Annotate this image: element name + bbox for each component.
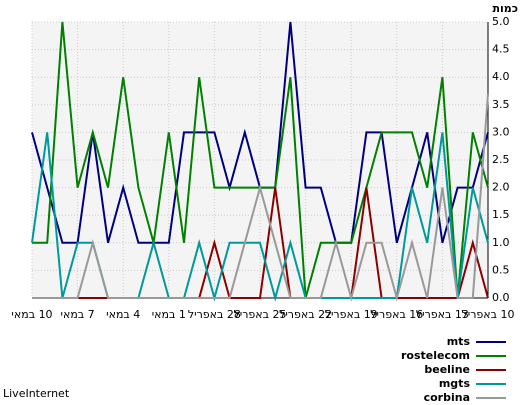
y-tick-label: 0.0 [492,291,510,304]
y-tick-label: 1.0 [492,236,510,249]
x-tick-label: 10 באפריל [462,308,515,321]
x-tick-label: 28 באפריל [188,308,241,321]
y-tick-label: 4.0 [492,70,510,83]
x-tick-label: 7 במאי [61,308,95,321]
x-tick-label: 25 באפריל [234,308,287,321]
y-tick-label: 2.0 [492,181,510,194]
legend-label: corbina [424,391,470,404]
y-tick-label: 4.5 [492,43,510,56]
y-tick-label: 1.5 [492,208,510,221]
legend-label: mgts [439,377,471,390]
legend-label: rostelecom [401,349,470,362]
y-tick-label: 3.0 [492,125,510,138]
series-line [32,93,489,302]
y-axis-label: כמות [493,2,518,15]
x-tick-label: 13 באפריל [416,308,469,321]
legend-label: beeline [424,363,470,376]
x-tick-label: 10 במאי [11,308,52,321]
x-tick-label: 16 באפריל [370,308,423,321]
x-tick-label: 1 במאי [152,308,186,321]
legend-label: mts [447,335,471,348]
footer: LiveInternet [3,387,70,400]
x-tick-label: 19 באפריל [325,308,378,321]
y-tick-label: 2.5 [492,153,510,166]
x-tick-label: 22 באפריל [279,308,332,321]
y-tick-label: 3.5 [492,98,510,111]
y-tick-label: 0.5 [492,263,510,276]
y-tick-label: 5.0 [492,15,510,28]
x-tick-label: 4 במאי [106,308,140,321]
